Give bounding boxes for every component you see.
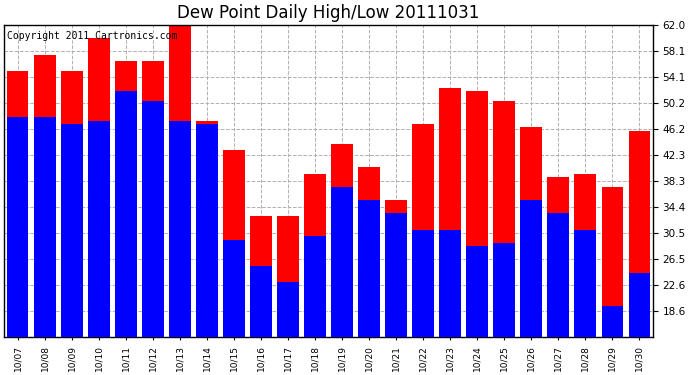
Bar (304, 236, 326, 375)
Bar (602, 187, 623, 375)
Bar (115, 91, 137, 375)
Bar (547, 177, 569, 375)
Bar (520, 200, 542, 375)
Bar (466, 91, 488, 375)
Bar (196, 121, 218, 375)
Text: Copyright 2011 Cartronics.com: Copyright 2011 Cartronics.com (8, 32, 178, 41)
Bar (61, 71, 83, 375)
Bar (277, 282, 299, 375)
Bar (602, 306, 623, 375)
Bar (331, 144, 353, 375)
Bar (250, 266, 272, 375)
Bar (34, 117, 55, 375)
Bar (413, 230, 434, 375)
Bar (169, 25, 190, 375)
Bar (142, 101, 164, 375)
Bar (277, 216, 299, 375)
Bar (440, 88, 461, 375)
Bar (34, 55, 55, 375)
Bar (331, 187, 353, 375)
Bar (223, 240, 245, 375)
Bar (7, 71, 28, 375)
Bar (413, 124, 434, 375)
Bar (385, 200, 407, 375)
Bar (629, 130, 650, 375)
Bar (88, 38, 110, 375)
Bar (547, 213, 569, 375)
Bar (304, 174, 326, 375)
Bar (358, 167, 380, 375)
Bar (88, 121, 110, 375)
Bar (7, 117, 28, 375)
Bar (493, 101, 515, 375)
Bar (223, 150, 245, 375)
Bar (358, 200, 380, 375)
Bar (142, 62, 164, 375)
Bar (196, 124, 218, 375)
Bar (250, 216, 272, 375)
Bar (466, 246, 488, 375)
Bar (440, 230, 461, 375)
Bar (61, 124, 83, 375)
Bar (520, 128, 542, 375)
Bar (385, 213, 407, 375)
Bar (115, 62, 137, 375)
Bar (575, 230, 596, 375)
Bar (575, 174, 596, 375)
Bar (493, 243, 515, 375)
Title: Dew Point Daily High/Low 20111031: Dew Point Daily High/Low 20111031 (177, 4, 480, 22)
Bar (629, 273, 650, 375)
Bar (169, 121, 190, 375)
